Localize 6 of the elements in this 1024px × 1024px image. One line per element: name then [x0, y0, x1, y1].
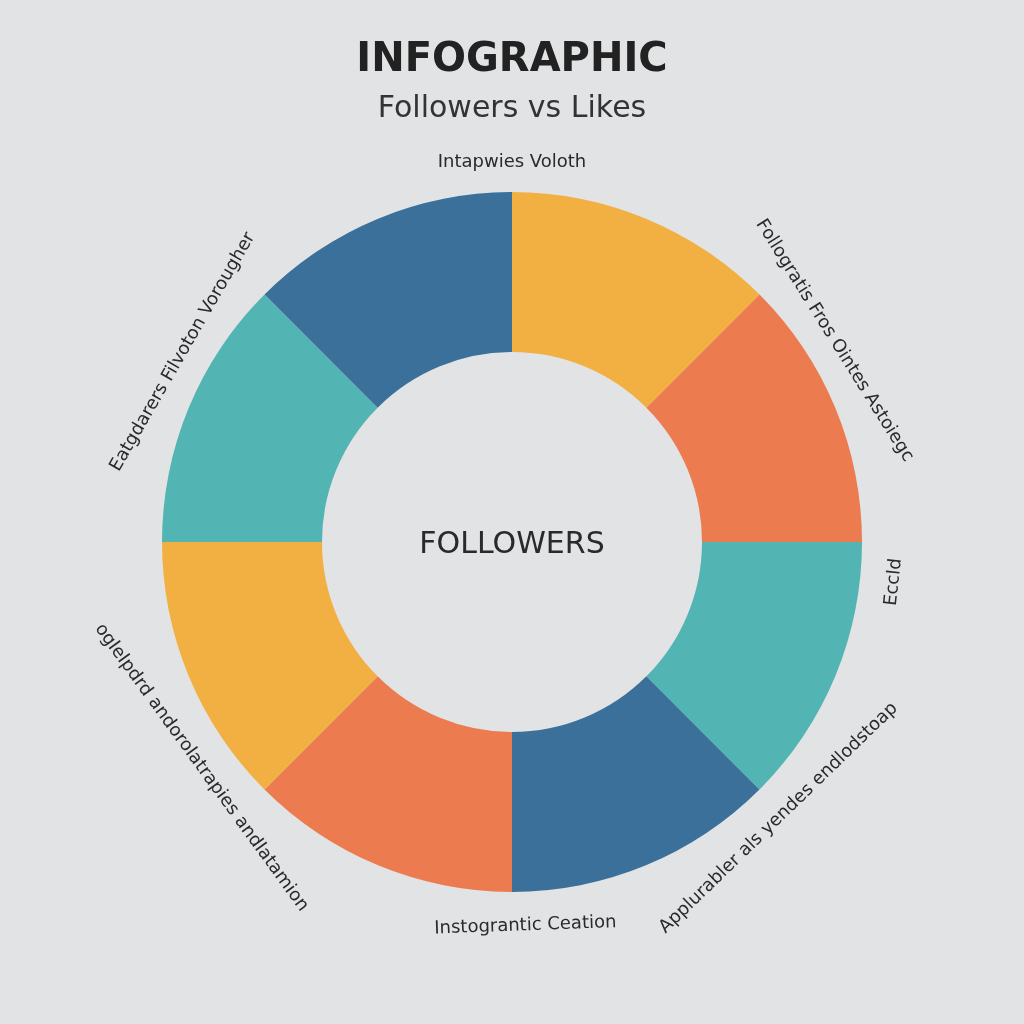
text: FOLLOWERS — [419, 524, 605, 560]
chart-title: INFOGRAPHIC — [356, 34, 668, 80]
text: Intapwies Voloth — [437, 149, 587, 171]
chart-subtitle: Followers vs Likes — [377, 88, 647, 124]
text: Instograntic Ceation — [433, 910, 617, 938]
text: Eccld — [878, 557, 905, 607]
